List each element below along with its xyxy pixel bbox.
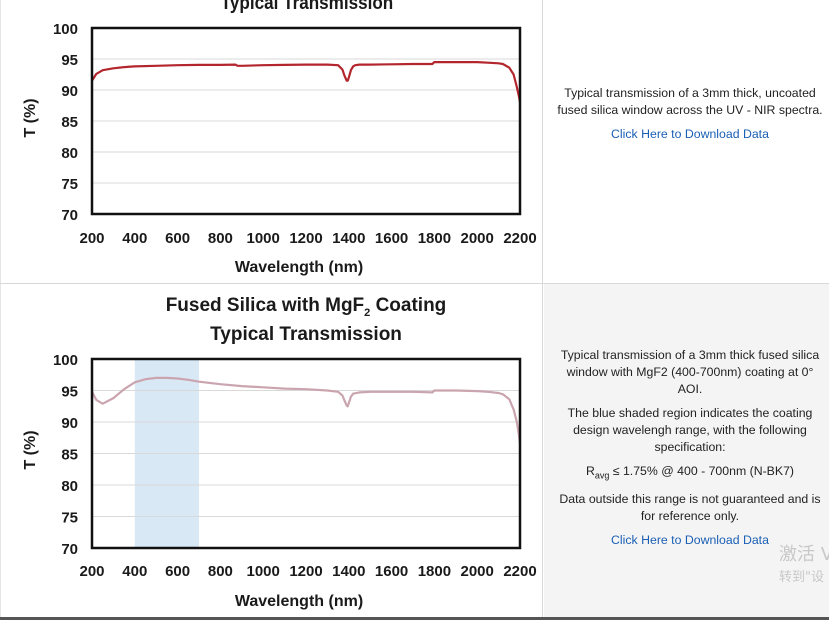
chart-title: Typical Transmission [221,0,394,13]
y-tick-label: 100 [53,21,78,38]
y-tick-label: 90 [61,83,78,100]
x-tick-label: 800 [208,230,233,247]
x-tick-label: 200 [79,563,104,580]
chart-title-main: Fused Silica with MgF [166,295,364,316]
transmission-series-line [91,376,522,445]
download-data-link[interactable]: Click Here to Download Data [611,533,769,548]
y-tick-label: 75 [61,176,78,193]
x-tick-label: 1800 [418,563,451,580]
y-tick-label: 95 [61,384,78,401]
x-tick-label: 400 [122,230,147,247]
x-tick-label: 1600 [375,563,408,580]
x-tick-label: 600 [165,563,190,580]
description-text-3: Data outside this range is not guarantee… [559,492,821,524]
x-tick-label: 1000 [247,230,280,247]
watermark-line-2: 转到"设 [779,570,824,585]
plot-frame [90,26,522,216]
x-tick-label: 600 [165,230,190,247]
chart-cell-mgf2: Fused Silica with MgF2 Coating Typical T… [0,284,543,617]
chart-subtitle: Typical Transmission [210,324,402,345]
x-tick-label: 400 [122,563,147,580]
download-data-link[interactable]: Click Here to Download Data [611,127,769,141]
description-text-2: The blue shaded region indicates the coa… [567,406,813,454]
y-tick-label: 80 [61,478,78,495]
x-tick-label: 1800 [418,230,451,247]
y-tick-label: 70 [61,541,78,558]
x-tick-label: 800 [208,563,233,580]
chart-title: Fused Silica with MgF2 Coating [166,295,447,319]
x-tick-label: 1600 [375,230,408,247]
transmission-series-line [91,61,522,103]
x-tick-label: 2200 [503,230,536,247]
coating-spec: Ravg ≤ 1.75% @ 400 - 700nm (N-BK7) [556,463,824,484]
y-axis-label: T (%) [22,430,39,469]
x-axis-label: Wavelength (nm) [235,259,363,276]
x-tick-label: 1200 [289,230,322,247]
x-tick-label: 2000 [461,230,494,247]
y-tick-label: 75 [61,510,78,527]
description-block: Typical transmission of a 3mm thick fuse… [556,347,824,556]
x-axis-label: Wavelength (nm) [235,593,363,610]
product-row-uncoated: Typical Transmission 100 95 90 85 80 75 70 200 4… [0,0,829,284]
plot-frame [90,357,522,550]
description-cell-uncoated: Typical transmission of a 3mm thick, unc… [544,0,829,283]
description-text: Typical transmission of a 3mm thick, unc… [557,86,823,117]
y-tick-label: 100 [53,352,78,369]
x-tick-label: 200 [79,230,104,247]
chart-title-subscript: 2 [364,307,370,319]
description-cell-mgf2: Typical transmission of a 3mm thick fuse… [544,284,829,617]
y-tick-label: 90 [61,415,78,432]
y-tick-label: 70 [61,207,78,224]
transmission-chart-mgf2: Fused Silica with MgF2 Coating Typical T… [22,295,537,610]
spec-subscript: avg [594,470,610,481]
spec-prefix: R [585,464,595,478]
y-axis-label: T (%) [22,98,39,137]
chart-title-suffix: Coating [370,295,446,316]
bottom-divider [0,617,829,620]
y-tick-label: 85 [61,447,78,464]
y-tick-label: 85 [61,114,78,131]
x-tick-label: 1200 [289,563,322,580]
x-tick-label: 2200 [503,563,536,580]
description-block: Typical transmission of a 3mm thick, unc… [556,85,824,150]
x-tick-label: 1400 [332,230,365,247]
watermark-line-1: 激活 V [779,544,829,565]
description-text-1: Typical transmission of a 3mm thick fuse… [560,348,820,396]
product-row-mgf2: Fused Silica with MgF2 Coating Typical T… [0,284,829,617]
chart-cell-uncoated: Typical Transmission 100 95 90 85 80 75 70 200 4… [0,0,543,283]
x-tick-label: 2000 [461,563,494,580]
x-tick-label: 1400 [332,563,365,580]
y-tick-label: 80 [61,145,78,162]
x-tick-label: 1000 [247,563,280,580]
y-tick-label: 95 [61,52,78,69]
spec-suffix: ≤ 1.75% @ 400 - 700nm (N-BK7) [609,464,795,478]
